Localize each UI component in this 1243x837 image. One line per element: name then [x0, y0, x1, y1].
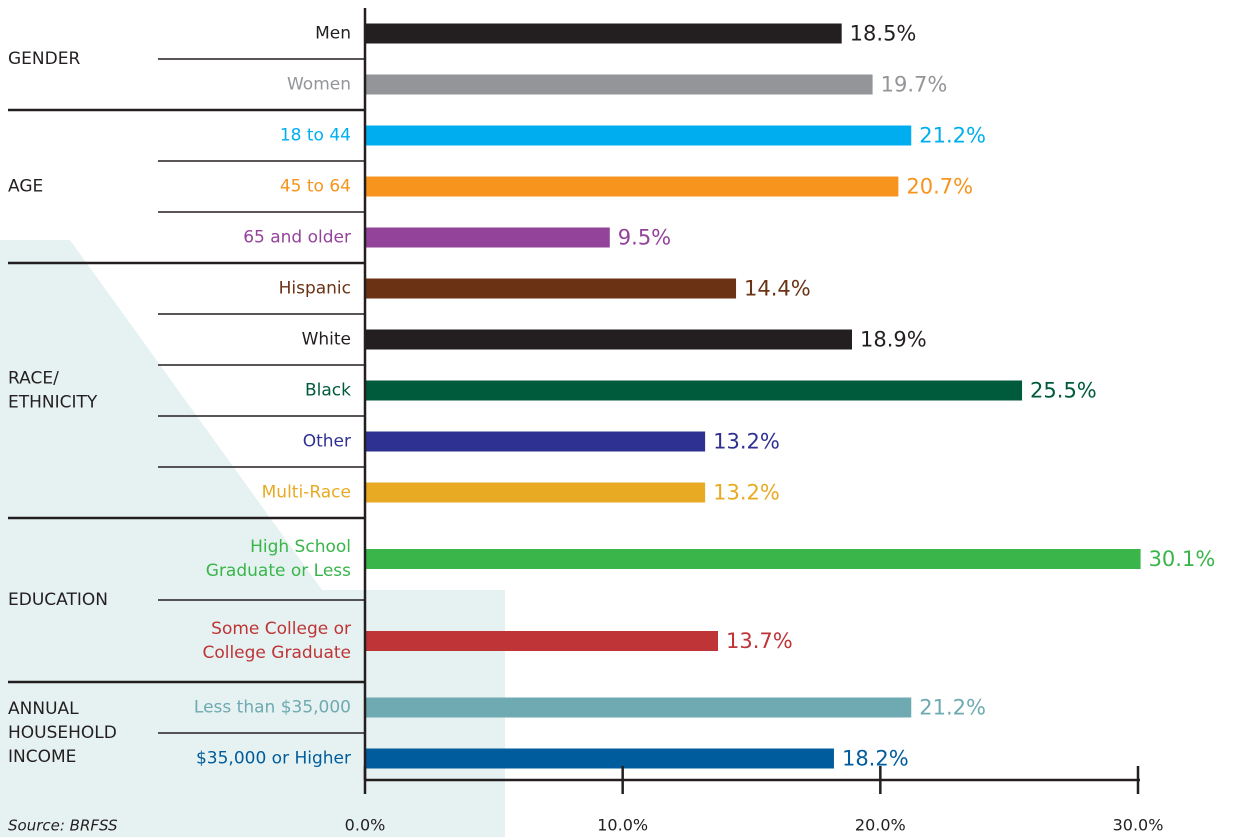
value-label: 25.5%: [1030, 379, 1097, 403]
x-tick-label: 30.0%: [1113, 816, 1164, 835]
category-label: Men: [315, 24, 351, 44]
group-label: RACE/: [8, 369, 59, 389]
category-label: Other: [303, 432, 351, 452]
group-label: ANNUAL: [8, 699, 79, 719]
value-label: 9.5%: [618, 226, 671, 250]
value-label: 13.7%: [726, 629, 793, 653]
category-label: Less than $35,000: [194, 698, 351, 718]
bar: [365, 176, 899, 197]
category-label: White: [302, 330, 351, 350]
group-label: AGE: [8, 177, 43, 197]
value-label: 21.2%: [919, 124, 986, 148]
bar: [365, 329, 852, 350]
x-tick-label: 20.0%: [855, 816, 906, 835]
bar: [365, 631, 719, 651]
value-label: 30.1%: [1149, 547, 1216, 571]
value-label: 18.5%: [850, 22, 917, 46]
bar: [365, 697, 912, 718]
source: Source: BRFSS: [8, 817, 118, 835]
category-label: $35,000 or Higher: [196, 749, 351, 769]
value-label: 13.2%: [713, 430, 780, 454]
group-label: ETHNICITY: [8, 393, 98, 413]
bar: [365, 227, 610, 248]
category-label: Graduate or Less: [206, 561, 351, 581]
category-label: Hispanic: [279, 279, 351, 299]
bar: [365, 549, 1141, 569]
group-label: INCOME: [8, 747, 76, 767]
category-label: College Graduate: [202, 643, 351, 663]
group-label: GENDER: [8, 49, 80, 69]
bar: [365, 74, 873, 95]
bar: [365, 125, 912, 146]
bar: [365, 380, 1023, 401]
value-label: 21.2%: [919, 696, 986, 720]
value-label: 20.7%: [906, 175, 973, 199]
value-label: 18.9%: [860, 328, 927, 352]
category-label: 18 to 44: [280, 126, 351, 146]
value-label: 18.2%: [842, 747, 909, 771]
category-label: Women: [287, 75, 351, 95]
x-tick-label: 10.0%: [597, 816, 648, 835]
category-label: Some College or: [211, 619, 351, 639]
group-label: HOUSEHOLD: [8, 723, 117, 743]
group-label: EDUCATION: [8, 590, 108, 610]
bar: [365, 482, 706, 503]
bar: [365, 748, 834, 769]
bar: [365, 23, 842, 44]
value-label: 19.7%: [881, 73, 948, 97]
bar: [365, 278, 737, 299]
category-label: Black: [305, 381, 351, 401]
value-label: 13.2%: [713, 481, 780, 505]
x-tick-label: 0.0%: [345, 816, 386, 835]
bar: [365, 431, 706, 452]
category-label: Multi-Race: [262, 483, 351, 503]
category-label: High School: [250, 537, 351, 557]
value-label: 14.4%: [744, 277, 811, 301]
category-label: 65 and older: [243, 228, 351, 248]
category-label: 45 to 64: [280, 177, 351, 197]
